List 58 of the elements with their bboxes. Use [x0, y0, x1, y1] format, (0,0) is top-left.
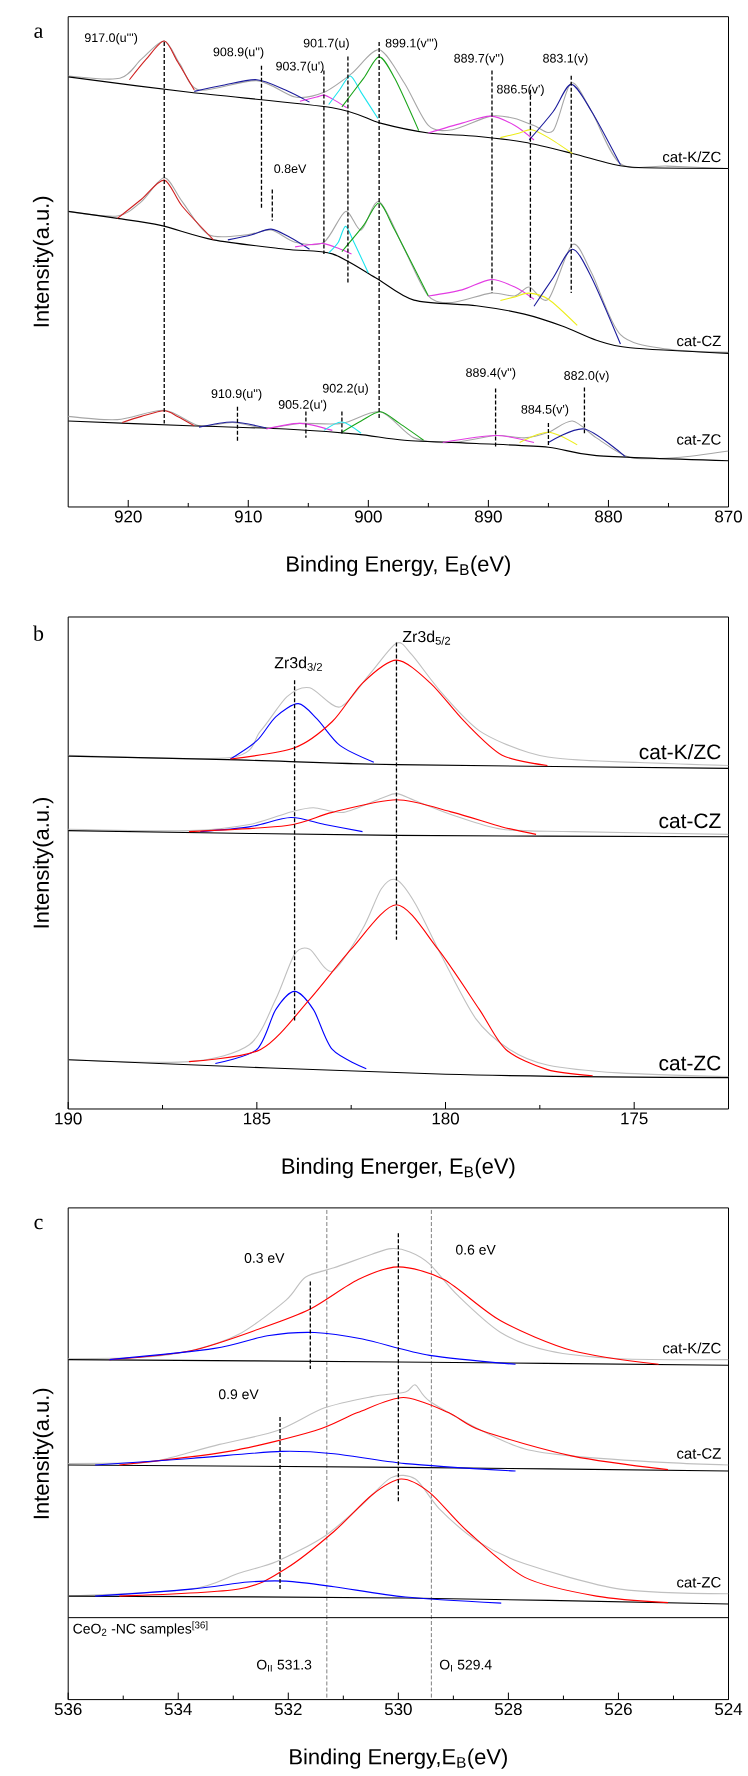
series-label: cat-K/ZC	[662, 1342, 721, 1354]
annotation: 889.4(v'')	[466, 367, 516, 380]
series-label: cat-CZ	[677, 1448, 721, 1459]
annotation: 901.7(u)	[303, 38, 349, 50]
series-label: cat-K/ZC	[639, 743, 721, 760]
annotation: 902.2(u)	[322, 383, 368, 396]
x-tick-label: 536	[54, 1703, 82, 1716]
annotation: 889.7(v'')	[454, 53, 504, 66]
x-axis-title: Binding Energy,E$_{B}$(eV)	[290, 1748, 507, 1769]
x-tick-label: 910	[234, 510, 262, 523]
x-tick-label: 870	[715, 510, 742, 523]
annotation: 903.7(u')	[276, 61, 324, 73]
annotation: 0.3 eV	[244, 1253, 285, 1263]
annotation: 0.9 eV	[218, 1389, 259, 1400]
series-label: cat-CZ	[659, 813, 721, 829]
x-tick-label: 534	[164, 1703, 192, 1716]
annotation: Zr3d$_{5/2}$	[402, 630, 451, 645]
annotation: 886.5(v')	[497, 84, 544, 97]
x-tick-label: 530	[384, 1703, 412, 1716]
x-tick-label: 890	[474, 510, 502, 523]
chart-title: a	[34, 27, 44, 39]
x-tick-label: 180	[432, 1112, 459, 1125]
y-axis-title: Intensity(a.u.)	[32, 797, 54, 928]
x-tick-label: 185	[244, 1112, 271, 1125]
annotation: 0.6 eV	[455, 1244, 496, 1255]
x-tick-label: 920	[114, 510, 142, 523]
annotation: CeO$_{2}$ -NC samples$^{[36]}$	[73, 1621, 208, 1637]
series-label: cat-K/ZC	[662, 151, 721, 163]
annotation: 908.9(u'')	[213, 47, 264, 59]
x-tick-label: 880	[595, 510, 622, 523]
series-label: cat-CZ	[677, 335, 721, 347]
x-tick-label: 175	[621, 1112, 648, 1125]
series-label: cat-ZC	[659, 1055, 721, 1071]
y-axis-title: Intensity(a.u.)	[32, 196, 54, 327]
y-axis-title: Intensity(a.u.)	[32, 1388, 54, 1519]
series-label: cat-ZC	[677, 1576, 721, 1588]
series-label: cat-ZC	[677, 434, 721, 445]
x-tick-label: 526	[604, 1703, 632, 1716]
annotation: 0.8eV	[274, 164, 307, 174]
x-axis-title: Binding Energy, E$_{B}$(eV)	[287, 555, 510, 577]
annotation: 883.1(v)	[543, 53, 588, 66]
annotation: 910.9(u'')	[211, 388, 262, 401]
x-axis-title: Binding Energer, E$_{B}$(eV)	[282, 1157, 515, 1179]
x-tick-label: 190	[55, 1112, 82, 1125]
chart-title: c	[34, 1218, 43, 1230]
x-tick-label: 900	[355, 510, 382, 523]
x-tick-label: 524	[715, 1703, 743, 1716]
annotation: 882.0(v)	[564, 370, 609, 383]
annotation: 917.0(u''')	[84, 32, 138, 45]
annotation: Zr3d$_{3/2}$	[274, 656, 322, 671]
x-tick-label: 528	[494, 1703, 522, 1716]
chart-title: b	[33, 625, 44, 641]
annotation: 899.1(v''')	[385, 38, 438, 50]
annotation: 905.2(u')	[278, 399, 327, 412]
x-tick-label: 532	[274, 1703, 302, 1716]
annotation: 884.5(v')	[521, 404, 569, 417]
annotation: O$_{II}$ 531.3	[256, 1659, 312, 1672]
annotation: O$_{I}$ 529.4	[439, 1659, 492, 1672]
